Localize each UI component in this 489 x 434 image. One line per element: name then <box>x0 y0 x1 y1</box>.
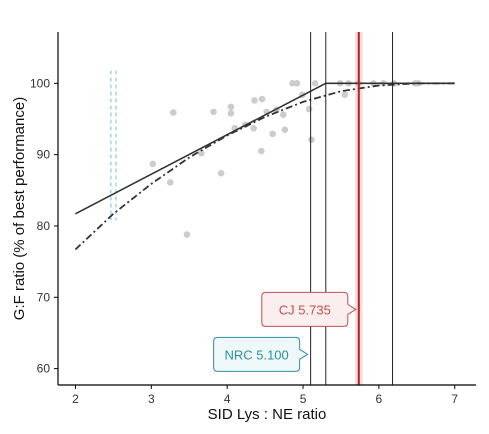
data-point <box>250 124 258 132</box>
data-point <box>149 160 157 168</box>
data-point <box>269 130 276 138</box>
data-point <box>280 111 287 119</box>
quadratic-fit <box>74 82 455 251</box>
axes: 2 3 4 5 6 7 60 70 80 90 100 <box>30 32 476 406</box>
data-point <box>170 109 177 116</box>
fit-lines-layer <box>74 82 455 251</box>
data-point <box>227 109 235 117</box>
data-point <box>289 80 296 87</box>
band-layer <box>110 32 363 385</box>
x-tick-label: 7 <box>451 392 458 406</box>
data-point <box>308 136 315 143</box>
callout-box <box>213 336 309 372</box>
y-tick-label: 60 <box>37 362 51 376</box>
x-tick-label: 6 <box>376 392 383 406</box>
data-point <box>183 231 191 238</box>
x-tick-label: 5 <box>300 392 307 406</box>
y-tick-label: 100 <box>30 76 50 90</box>
data-point <box>217 169 225 177</box>
y-tick-label: 90 <box>37 148 51 162</box>
y-tick-label: 70 <box>37 290 51 304</box>
data-point <box>198 149 205 157</box>
data-point <box>251 97 258 104</box>
y-axis-title: G:F ratio (% of best performance) <box>11 97 28 320</box>
data-point <box>341 91 349 99</box>
callout-label: NRC 5.100 <box>224 347 288 362</box>
data-point <box>305 105 313 113</box>
x-axis-title: SID Lys : NE ratio <box>208 406 327 423</box>
broken-line-fit <box>75 82 455 215</box>
data-point <box>166 179 174 186</box>
callout-label: CJ 5.735 <box>279 302 331 317</box>
y-tick-label: 80 <box>37 219 51 233</box>
data-point <box>293 80 301 87</box>
data-point <box>227 103 235 111</box>
x-tick-label: 4 <box>224 392 231 406</box>
data-point <box>258 147 265 155</box>
callout-box <box>261 291 357 327</box>
x-tick-label: 2 <box>72 392 79 406</box>
data-point <box>311 80 319 87</box>
data-point <box>281 126 289 133</box>
x-tick-label: 3 <box>148 392 155 406</box>
data-point <box>258 95 266 103</box>
annotations-layer: CJ 5.735 NRC 5.100 <box>213 291 357 372</box>
data-point <box>210 108 217 116</box>
